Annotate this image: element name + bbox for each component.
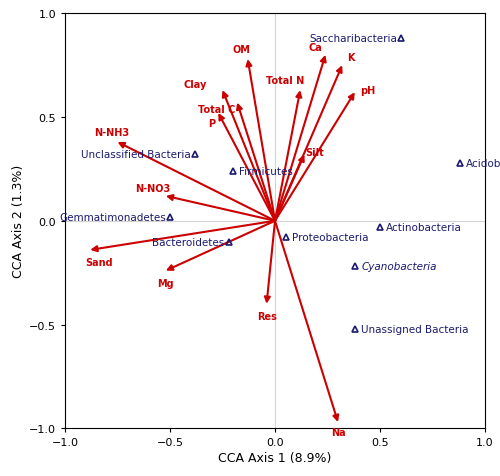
Text: Gemmatimonadetes: Gemmatimonadetes	[59, 212, 166, 222]
Text: N-NO3: N-NO3	[136, 183, 171, 193]
Text: Proteobacteria: Proteobacteria	[292, 233, 368, 243]
Text: Total N: Total N	[266, 76, 304, 86]
Text: N-NH3: N-NH3	[94, 127, 129, 137]
Text: Saccharibacteria: Saccharibacteria	[309, 34, 397, 44]
Text: P: P	[208, 119, 216, 129]
Text: Unclassified Bacteria: Unclassified Bacteria	[81, 150, 191, 160]
Text: Bacteroidetes: Bacteroidetes	[152, 237, 224, 247]
Text: Total C: Total C	[198, 105, 235, 115]
Text: Sand: Sand	[85, 258, 112, 268]
X-axis label: CCA Axis 1 (8.9%): CCA Axis 1 (8.9%)	[218, 452, 332, 465]
Text: Unassigned Bacteria: Unassigned Bacteria	[361, 324, 469, 334]
Text: Ca: Ca	[308, 42, 322, 52]
Text: K: K	[347, 53, 354, 63]
Text: OM: OM	[232, 44, 250, 54]
Text: Actinobacteria: Actinobacteria	[386, 223, 462, 233]
Text: Acidobacteria: Acidobacteria	[466, 159, 500, 169]
Text: Firmicutes: Firmicutes	[240, 167, 293, 177]
Text: Res: Res	[256, 312, 276, 322]
Text: Clay: Clay	[184, 79, 207, 89]
Y-axis label: CCA Axis 2 (1.3%): CCA Axis 2 (1.3%)	[12, 165, 25, 278]
Text: Silt: Silt	[306, 148, 324, 158]
Text: Cyanobacteria: Cyanobacteria	[361, 262, 436, 272]
Text: pH: pH	[360, 86, 375, 96]
Text: Na: Na	[330, 427, 345, 437]
Text: Mg: Mg	[158, 278, 174, 288]
